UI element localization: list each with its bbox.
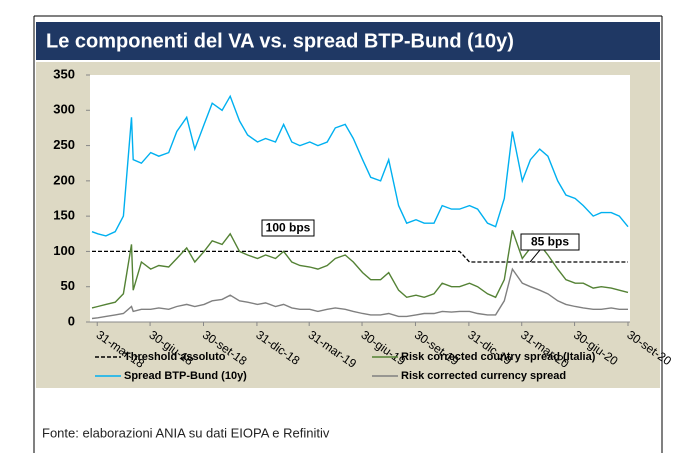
y-tick-label: 350 [53,66,75,81]
plot-area [90,75,630,322]
chart-title: Le componenti del VA vs. spread BTP-Bund… [46,30,514,52]
legend-label: Threshold assoluto [124,351,226,363]
annotation: 85 bps [531,235,569,249]
series-line [92,250,628,263]
y-tick-label: 300 [53,102,75,117]
legend-label: Risk corrected currency spread [401,370,566,382]
y-tick-label: 0 [68,313,75,328]
title-bar [36,22,660,60]
y-tick-label: 100 [53,243,75,258]
series-line [91,94,629,237]
y-tick-label: 150 [53,208,75,223]
annotation-leader [529,249,541,263]
series-line [91,267,628,320]
y-tick-label: 250 [53,137,75,152]
y-tick-label: 50 [61,278,75,293]
annotation-box [261,219,315,237]
y-tick-label: 200 [53,172,75,187]
legend-label: Risk corrected country spread (Italia) [401,351,596,363]
source: Fonte: elaborazioni ANIA su dati EIOPA e… [42,425,330,440]
legend-label: Spread BTP-Bund (10y) [124,370,247,382]
annotation-box [520,233,580,251]
annotation: 100 bps [266,221,311,235]
